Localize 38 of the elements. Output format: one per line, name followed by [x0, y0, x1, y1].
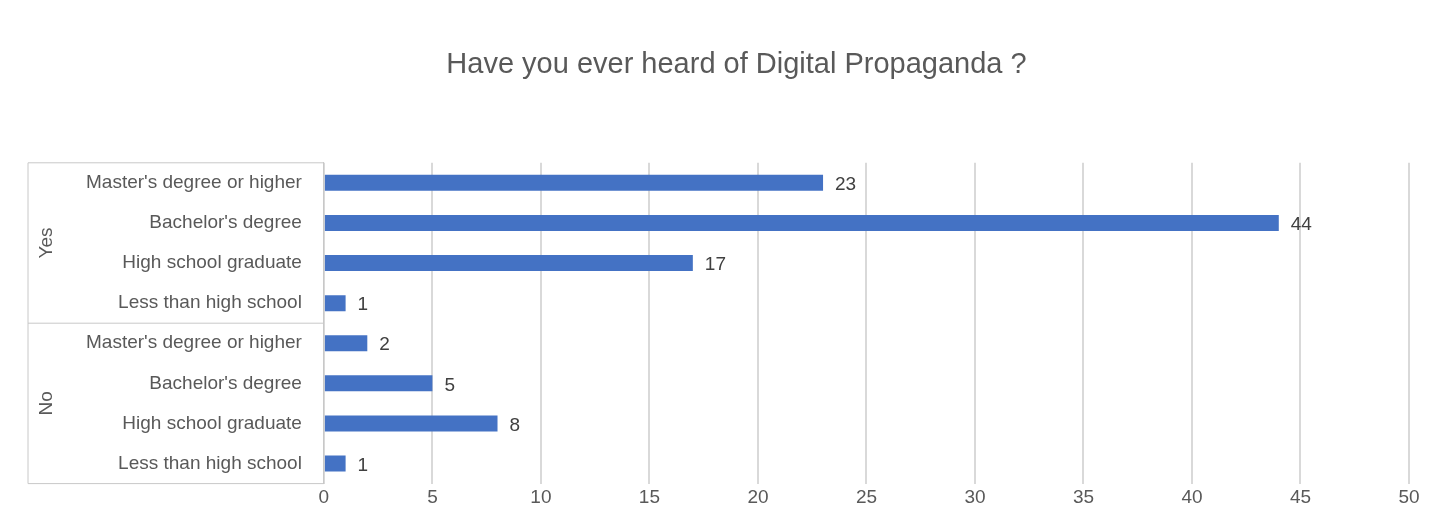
data-label: 1 [357, 453, 369, 475]
y-tick-label: Less than high school [118, 451, 302, 473]
y-tick-label: High school graduate [122, 411, 302, 433]
chart-title: Have you ever heard of Digital Propaganda ? [446, 47, 1027, 80]
y-tick-label: Master's degree or higher [86, 331, 303, 353]
y-tick-label: High school graduate [122, 251, 302, 273]
data-label: 5 [444, 373, 455, 395]
y-tick-label: Bachelor's degree [149, 211, 302, 233]
bar [324, 375, 433, 392]
bar [324, 415, 498, 432]
y-tick-label: Master's degree or higher [86, 171, 303, 193]
bar [324, 174, 824, 191]
bar [324, 255, 693, 272]
data-label: 44 [1290, 213, 1313, 235]
text: No [35, 391, 57, 416]
x-tick-label: 5 [427, 486, 438, 508]
bar [324, 455, 346, 472]
data-label: 1 [357, 293, 369, 315]
bar [324, 335, 368, 352]
x-tick-label: 25 [855, 486, 878, 508]
x-tick-label: 45 [1289, 486, 1312, 508]
text: Yes [35, 227, 57, 259]
y-tick-label: Less than high school [118, 291, 302, 313]
y-tick-label: Bachelor's degree [149, 371, 302, 393]
data-label: 8 [509, 413, 521, 435]
x-tick-label: 40 [1181, 486, 1203, 508]
x-tick-label: 35 [1072, 486, 1095, 508]
data-label: 2 [379, 333, 390, 355]
data-label: 17 [704, 253, 726, 275]
x-tick-label: 30 [964, 486, 986, 508]
x-tick-label: 10 [530, 486, 552, 508]
bar [324, 214, 1279, 231]
x-tick-label: 0 [318, 486, 330, 508]
bar [324, 295, 346, 312]
data-label: 23 [835, 173, 857, 195]
x-tick-label: 20 [747, 486, 769, 508]
x-tick-label: 15 [638, 486, 660, 508]
x-tick-label: 50 [1398, 486, 1420, 508]
